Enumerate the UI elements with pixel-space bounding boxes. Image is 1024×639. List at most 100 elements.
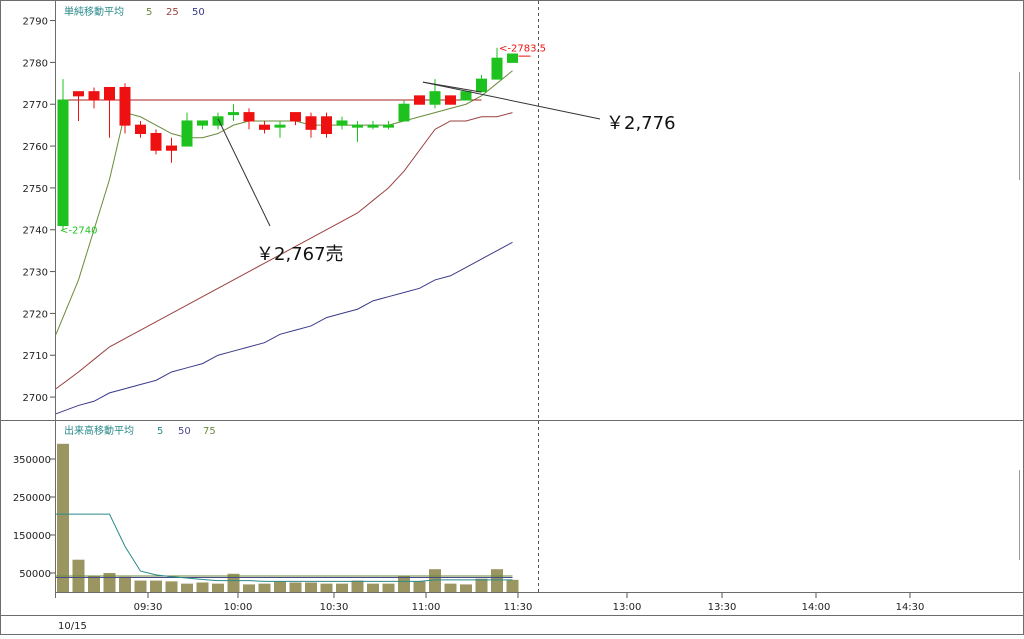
volume-bar	[212, 583, 224, 592]
candle-body	[414, 95, 425, 105]
volume-bar	[475, 578, 488, 592]
candle	[445, 95, 456, 105]
price-legend-ma5: 5	[146, 7, 152, 18]
volume-ma5-line	[56, 513, 513, 582]
candle	[212, 112, 224, 130]
price-y-tick-label: 2740	[23, 226, 48, 237]
candle-body	[259, 124, 270, 130]
volume-y-tick-label: 250000	[13, 493, 51, 504]
price-y-tick-label: 2770	[23, 100, 48, 111]
volume-bar	[320, 583, 333, 592]
price-annotation-leader	[422, 81, 601, 120]
candle	[460, 91, 472, 101]
time-tick-label: 14:00	[802, 602, 831, 613]
volume-bar	[274, 581, 286, 592]
candle	[150, 129, 162, 155]
price-ma5-line	[55, 70, 513, 335]
candle-body	[104, 86, 115, 101]
time-tick-label: 10:30	[320, 602, 349, 613]
candle-body	[321, 116, 332, 135]
candle	[398, 100, 410, 122]
price-y-tick-label: 2700	[23, 393, 48, 404]
candle-body	[181, 120, 193, 147]
price-annotation-label: ￥2,776	[606, 113, 676, 134]
candle-body	[166, 145, 177, 151]
price-y-axis: 2790 2780 2770 2760 2750 2740 2730 2720 2710 2700	[23, 17, 55, 404]
volume-bar	[382, 583, 395, 592]
candle-body	[305, 116, 317, 130]
volume-legend-ma5: 5	[157, 426, 163, 437]
price-y-tick-label: 2780	[23, 58, 48, 69]
volume-bar	[181, 583, 193, 592]
candle	[166, 137, 177, 163]
volume-bar	[150, 580, 162, 592]
volume-bar	[398, 576, 410, 592]
candle	[73, 91, 84, 121]
price-y-tick-label: 2790	[23, 17, 48, 28]
sell-annotation-label: ￥2,767売	[256, 244, 344, 265]
candle	[119, 83, 131, 134]
volume-bar	[305, 582, 317, 592]
candle	[181, 112, 193, 147]
candle-body	[135, 124, 146, 135]
candle	[57, 79, 69, 230]
low-price-label: <-2740	[60, 226, 97, 237]
volume-bar	[119, 576, 131, 592]
volume-bar	[367, 583, 379, 592]
volume-legend-ma75: 75	[203, 426, 216, 437]
time-tick-label: 11:30	[504, 602, 533, 613]
price-ma50-line	[55, 241, 513, 415]
price-legend-ma50: 50	[192, 7, 205, 18]
candle	[259, 120, 270, 134]
candle	[367, 120, 379, 130]
price-moving-averages	[55, 70, 513, 415]
volume-bar	[289, 582, 302, 592]
volume-y-tick-label: 350000	[13, 455, 51, 466]
candle	[197, 120, 208, 130]
price-legend-title: 単純移動平均	[64, 5, 124, 18]
candle-body	[212, 116, 224, 126]
time-axis: 09:30 10:00 10:30 11:00 11:30 13:00 13:30 14:00…	[134, 593, 924, 613]
volume-bar	[57, 443, 69, 592]
candle-body	[57, 99, 69, 227]
candle-body	[460, 91, 472, 101]
candle-body	[476, 78, 487, 93]
candle-body	[197, 120, 208, 126]
candle	[491, 47, 503, 80]
time-tick-label: 13:30	[708, 602, 737, 613]
candle-body	[507, 53, 518, 63]
candle-body	[429, 91, 441, 105]
candle-body	[243, 112, 255, 122]
time-tick-label: 11:00	[412, 602, 441, 613]
candle-body	[228, 112, 239, 116]
candle	[321, 112, 332, 138]
candle	[274, 120, 286, 138]
candle	[507, 53, 518, 63]
candle-body	[336, 120, 348, 126]
candlesticks	[57, 47, 518, 230]
volume-legend-ma50: 50	[178, 426, 191, 437]
candle-body	[88, 91, 100, 101]
volume-bar	[165, 581, 178, 592]
candle	[135, 120, 146, 138]
price-legend: 単純移動平均 5 25 50	[64, 5, 205, 18]
time-tick-label: 10:00	[224, 602, 253, 613]
volume-y-tick-label: 50000	[19, 569, 51, 580]
volume-bar	[491, 569, 503, 592]
time-tick-label: 09:30	[134, 602, 163, 613]
candle-body	[150, 133, 162, 151]
volume-y-axis: 350000 250000 150000 50000	[13, 455, 55, 580]
price-y-tick-label: 2730	[23, 268, 48, 279]
volume-bar	[429, 569, 441, 592]
volume-bar	[413, 581, 426, 592]
candle-body	[73, 91, 84, 97]
candle	[383, 120, 394, 130]
volume-bar	[88, 576, 100, 592]
price-y-tick-label: 2760	[23, 142, 48, 153]
candle-body	[119, 86, 131, 126]
volume-y-tick-label: 150000	[13, 531, 51, 542]
candle	[104, 86, 115, 138]
volume-bar	[336, 583, 348, 592]
time-tick-label: 13:00	[613, 602, 642, 613]
